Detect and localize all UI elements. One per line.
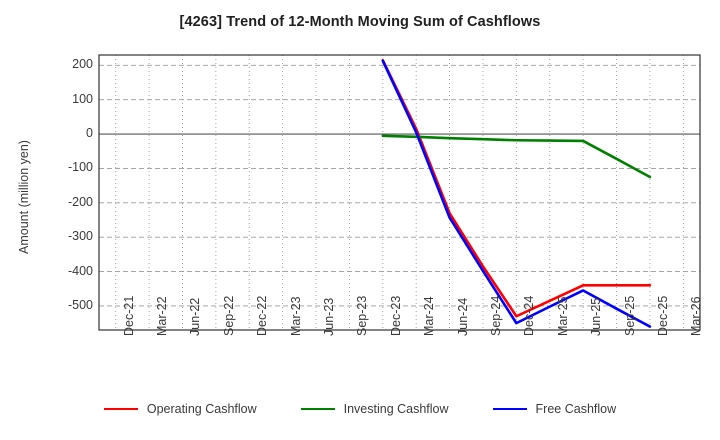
y-axis-tick-label: 0 [86,126,93,141]
x-axis-tick-label: Dec-21 [121,295,136,336]
legend-item[interactable]: Operating Cashflow [103,402,257,416]
legend-color-swatch [300,408,335,410]
y-axis-tick-label: -200 [67,194,93,209]
y-axis-tick-label: 200 [72,57,93,72]
legend-item[interactable]: Investing Cashflow [300,402,449,416]
series-line-operating-cashflow [381,58,652,318]
legend-label: Free Cashflow [535,402,617,416]
x-axis-tick-label: Dec-23 [388,295,403,336]
y-axis-tick-label: -500 [67,297,93,312]
x-axis-tick-label: Mar-22 [155,296,170,336]
x-axis-tick-label: Sep-25 [622,295,637,336]
y-axis-tick-label: -100 [67,160,93,175]
x-axis-tick-label: Mar-24 [422,296,437,336]
y-axis-tick-label: -400 [67,263,93,278]
y-axis-ticks: 200 100 0 -100 -200 -300 -400 -500 [41,0,93,440]
y-axis-tick-label: -300 [67,229,93,244]
legend-item[interactable]: Free Cashflow [492,402,617,416]
legend-label: Investing Cashflow [343,402,449,416]
x-axis-tick-label: Dec-25 [655,295,670,336]
chart-legend: Operating Cashflow Investing Cashflow Free… [0,402,720,416]
legend-color-swatch [103,408,138,410]
x-axis-tick-label: Mar-25 [555,296,570,336]
x-axis-tick-label: Mar-23 [288,296,303,336]
x-axis-tick-label: Jun-22 [188,297,203,336]
x-axis-tick-label: Dec-24 [522,295,537,336]
plot-frame [98,54,701,331]
chart-title: [4263] Trend of 12-Month Moving Sum of C… [179,14,541,30]
y-axis-tick-label: 100 [72,91,93,106]
x-axis-tick-label: Jun-24 [455,297,470,336]
legend-color-swatch [492,408,527,410]
legend-label: Operating Cashflow [146,402,257,416]
x-axis-tick-label: Mar-26 [689,296,704,336]
x-axis-tick-label: Jun-23 [322,297,337,336]
x-axis-tick-label: Jun-25 [589,297,604,336]
x-axis-tick-label: Sep-22 [221,295,236,336]
series-line-free-cashflow [381,59,652,328]
x-axis-tick-label: Sep-24 [488,295,503,336]
x-axis-tick-label: Dec-22 [255,295,270,336]
x-axis-tick-label: Sep-23 [355,295,370,336]
series-line-investing-cashflow [381,134,652,179]
